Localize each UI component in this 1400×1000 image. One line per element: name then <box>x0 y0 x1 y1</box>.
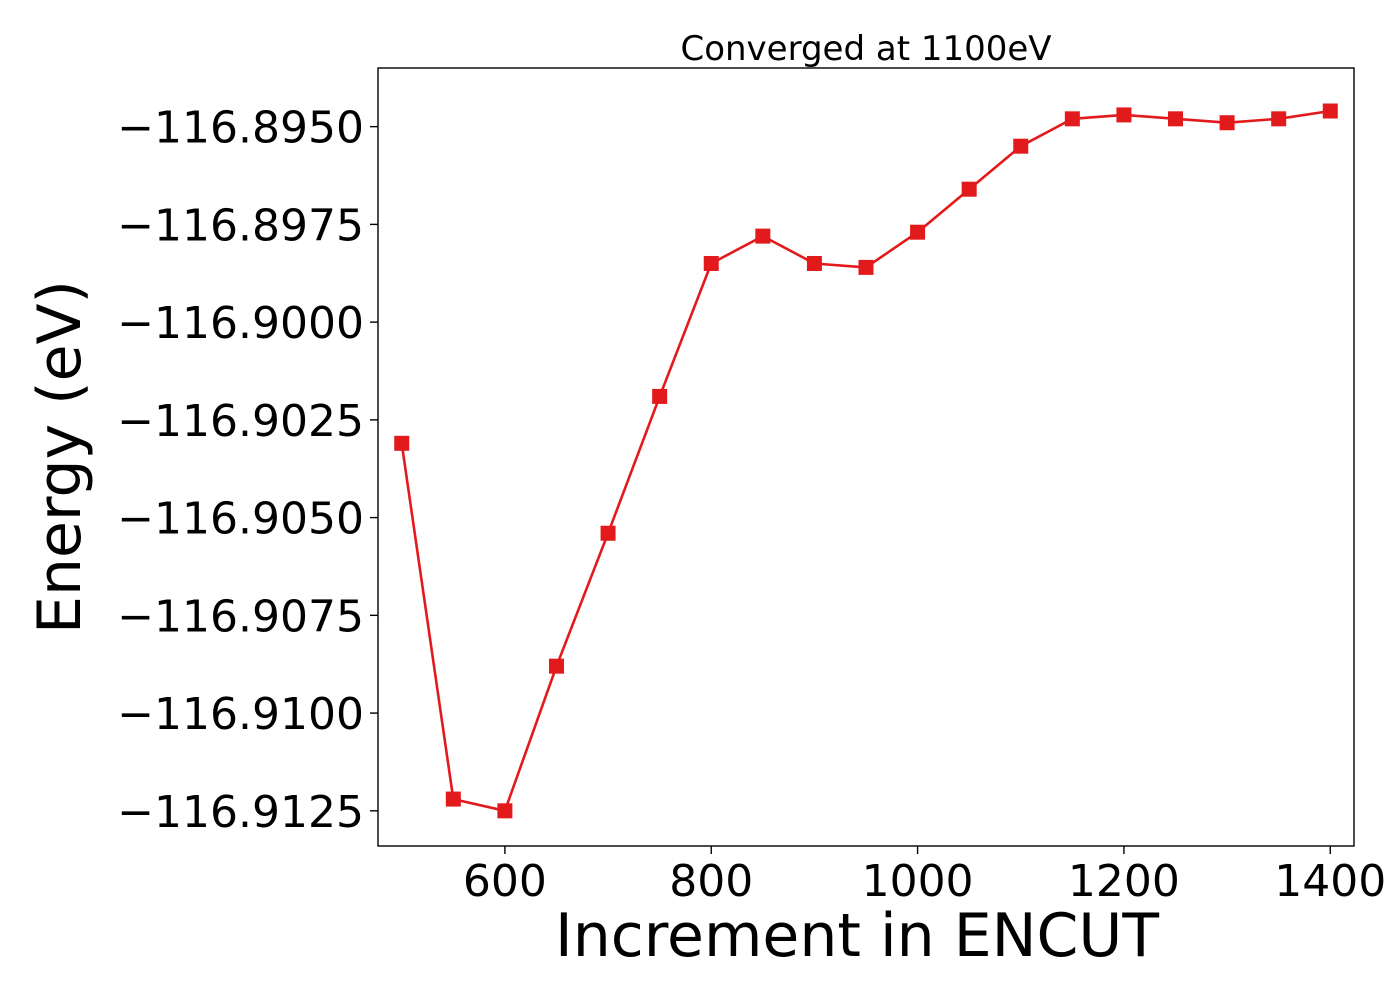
y-tick-label: −116.9025 <box>117 396 364 447</box>
data-point-marker <box>1116 107 1132 123</box>
data-point-marker <box>1219 115 1235 131</box>
plot-area: 600 800 1000 1200 1400 −116.9125 −116.9100 −116… <box>117 103 1386 907</box>
data-point-marker <box>652 388 668 404</box>
data-point-marker <box>755 228 771 244</box>
plot-frame <box>377 67 1355 847</box>
data-point-marker <box>910 224 926 240</box>
series-line <box>400 109 1331 813</box>
data-point-marker <box>1168 111 1184 127</box>
data-point-marker <box>445 791 461 807</box>
data-point-marker <box>961 181 977 197</box>
data-point-marker <box>858 259 874 275</box>
y-axis-label: Energy (eV) <box>25 280 95 634</box>
data-point-marker <box>600 525 616 541</box>
x-tick-label: 800 <box>669 856 753 907</box>
x-tick-label: 1400 <box>1274 856 1386 907</box>
y-tick-label: −116.8975 <box>117 200 364 251</box>
y-tick-label: −116.9050 <box>117 494 364 545</box>
y-tick-label: −116.8950 <box>117 103 364 154</box>
data-point-marker <box>497 803 513 819</box>
y-tick-label: −116.9100 <box>117 689 364 740</box>
y-tick-label: −116.9125 <box>117 787 364 838</box>
data-point-marker <box>1271 111 1287 127</box>
x-axis-label: Increment in ENCUT <box>555 901 1159 971</box>
y-tick-label: −116.9075 <box>117 591 364 642</box>
data-point-marker <box>394 435 410 451</box>
data-point-marker <box>1013 138 1029 154</box>
data-point-marker <box>703 255 719 271</box>
y-tick-label: −116.9000 <box>117 298 364 349</box>
data-point-marker <box>548 658 564 674</box>
x-tick-label: 1200 <box>1068 856 1180 907</box>
chart-title: Converged at 1100eV <box>680 29 1051 69</box>
x-tick-label: 1000 <box>862 856 974 907</box>
data-point-marker <box>1322 103 1338 119</box>
x-tick-label: 600 <box>463 856 547 907</box>
data-point-marker <box>806 255 822 271</box>
data-point-marker <box>1064 111 1080 127</box>
